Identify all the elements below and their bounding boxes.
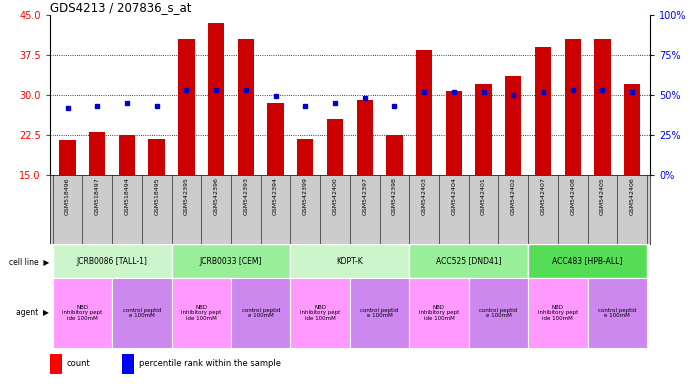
Bar <box>446 91 462 175</box>
Text: GSM518496: GSM518496 <box>65 177 70 215</box>
Bar <box>409 244 528 278</box>
Bar <box>588 278 647 348</box>
Text: GSM542406: GSM542406 <box>630 177 635 215</box>
Text: NBD
inhibitory pept
ide 100mM: NBD inhibitory pept ide 100mM <box>419 305 459 321</box>
Text: GSM542403: GSM542403 <box>422 177 426 215</box>
Text: GSM542400: GSM542400 <box>333 177 337 215</box>
Text: GSM542402: GSM542402 <box>511 177 516 215</box>
Bar <box>112 278 172 348</box>
Text: JCRB0086 [TALL-1]: JCRB0086 [TALL-1] <box>77 257 148 266</box>
Text: GSM518497: GSM518497 <box>95 177 100 215</box>
Bar <box>267 103 284 175</box>
Text: GSM542404: GSM542404 <box>451 177 456 215</box>
Bar <box>350 278 409 348</box>
Bar <box>52 278 112 348</box>
Text: control peptid
e 100mM: control peptid e 100mM <box>241 308 280 318</box>
Text: control peptid
e 100mM: control peptid e 100mM <box>598 308 636 318</box>
Text: NBD
inhibitory pept
ide 100mM: NBD inhibitory pept ide 100mM <box>538 305 578 321</box>
Bar <box>172 244 290 278</box>
Bar <box>357 100 373 175</box>
Bar <box>475 84 492 175</box>
Bar <box>505 76 522 175</box>
Text: GSM542401: GSM542401 <box>481 177 486 215</box>
Bar <box>594 39 611 175</box>
Bar <box>416 50 433 175</box>
Bar <box>290 278 350 348</box>
Text: NBD
inhibitory pept
ide 100mM: NBD inhibitory pept ide 100mM <box>300 305 340 321</box>
Text: control peptid
e 100mM: control peptid e 100mM <box>360 308 399 318</box>
Text: GSM542408: GSM542408 <box>570 177 575 215</box>
Text: count: count <box>66 359 90 368</box>
Text: GSM542399: GSM542399 <box>303 177 308 215</box>
Text: GSM542397: GSM542397 <box>362 177 367 215</box>
Text: GSM542393: GSM542393 <box>244 177 248 215</box>
Bar <box>172 278 231 348</box>
Text: JCRB0033 [CEM]: JCRB0033 [CEM] <box>199 257 262 266</box>
Bar <box>535 47 551 175</box>
Bar <box>59 140 76 175</box>
Text: control peptid
e 100mM: control peptid e 100mM <box>123 308 161 318</box>
Text: NBD
inhibitory pept
ide 100mM: NBD inhibitory pept ide 100mM <box>181 305 221 321</box>
Text: GSM542395: GSM542395 <box>184 177 189 215</box>
Bar <box>386 135 402 175</box>
Text: GSM518495: GSM518495 <box>154 177 159 215</box>
Text: GSM518494: GSM518494 <box>124 177 130 215</box>
Text: NBD
inhibitory pept
ide 100mM: NBD inhibitory pept ide 100mM <box>62 305 103 321</box>
Text: GSM542407: GSM542407 <box>540 177 546 215</box>
Text: GSM542394: GSM542394 <box>273 177 278 215</box>
Bar <box>121 354 134 374</box>
Bar <box>89 132 106 175</box>
Bar <box>237 39 254 175</box>
Bar <box>327 119 343 175</box>
Text: percentile rank within the sample: percentile rank within the sample <box>139 359 281 368</box>
Bar <box>624 84 640 175</box>
Text: GDS4213 / 207836_s_at: GDS4213 / 207836_s_at <box>50 1 191 14</box>
Text: control peptid
e 100mM: control peptid e 100mM <box>480 308 518 318</box>
Bar <box>528 244 647 278</box>
Text: GSM542398: GSM542398 <box>392 177 397 215</box>
Text: GSM542405: GSM542405 <box>600 177 605 215</box>
Text: KOPT-K: KOPT-K <box>337 257 363 266</box>
Bar <box>208 23 224 175</box>
Bar <box>469 278 528 348</box>
Bar <box>178 39 195 175</box>
Text: agent  ▶: agent ▶ <box>16 308 49 318</box>
Text: ACC483 [HPB-ALL]: ACC483 [HPB-ALL] <box>553 257 623 266</box>
Bar <box>50 354 61 374</box>
Text: GSM542396: GSM542396 <box>214 177 219 215</box>
Text: ACC525 [DND41]: ACC525 [DND41] <box>436 257 502 266</box>
Bar <box>409 278 469 348</box>
Bar <box>119 135 135 175</box>
Bar <box>231 278 290 348</box>
Bar <box>290 244 409 278</box>
Bar <box>528 278 588 348</box>
Text: cell line  ▶: cell line ▶ <box>9 257 49 266</box>
Bar <box>297 139 313 175</box>
Bar <box>564 39 581 175</box>
Bar <box>52 244 172 278</box>
Bar <box>148 139 165 175</box>
